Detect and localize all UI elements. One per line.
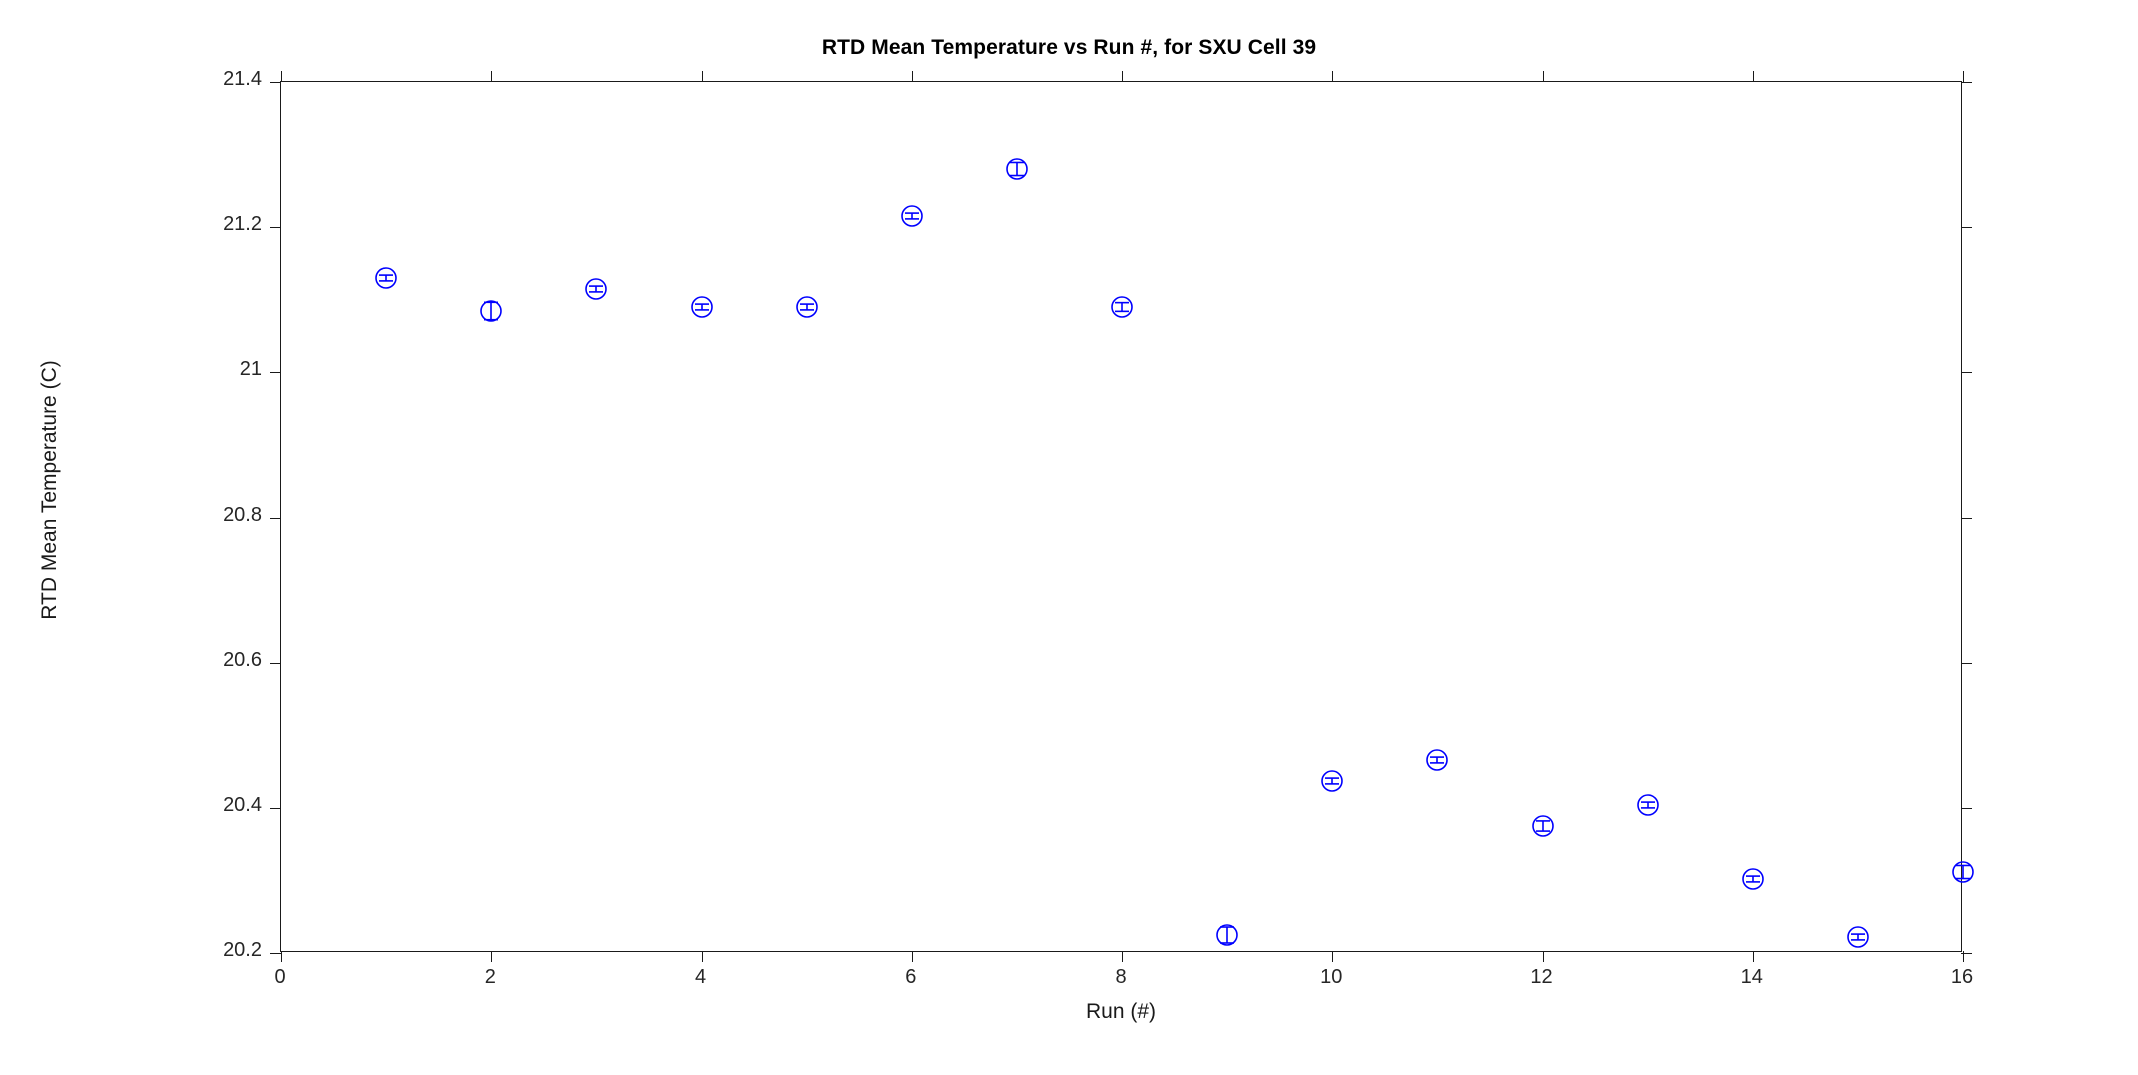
- data-point-marker: [1847, 926, 1869, 948]
- y-axis-tick-label: 20.6: [223, 648, 262, 671]
- x-axis-tick-label: 12: [1530, 966, 1553, 988]
- y-axis-tick-right: [1961, 82, 1972, 83]
- y-axis-tick: [270, 953, 281, 954]
- data-point-marker: [1321, 770, 1344, 792]
- data-point-marker: [1531, 815, 1554, 837]
- x-axis-tick: [701, 951, 703, 962]
- x-axis-tick: [1332, 951, 1334, 962]
- x-axis-tick: [1122, 951, 1123, 962]
- data-point-marker: [690, 296, 713, 318]
- y-axis-tick-label: 21: [239, 358, 262, 381]
- y-axis-tick-right: [1961, 517, 1972, 519]
- x-axis-tick-label: 2: [484, 966, 496, 988]
- data-point-marker: [1216, 924, 1238, 946]
- y-axis-tick-right: [1961, 807, 1972, 809]
- data-series-layer: [281, 82, 1974, 951]
- y-axis-tick-right: [1961, 372, 1972, 374]
- y-axis-tick: [270, 82, 281, 83]
- y-axis-tick-label: 20.4: [223, 793, 262, 816]
- x-axis-tick-top: [1542, 71, 1544, 82]
- x-axis-tick-label: 0: [274, 966, 286, 988]
- x-axis-tick-top: [491, 71, 493, 82]
- x-axis-tick: [1752, 951, 1754, 962]
- data-point-marker: [1006, 158, 1028, 180]
- x-axis-tick-top: [1332, 71, 1334, 82]
- y-axis-tick: [270, 227, 281, 229]
- x-axis-tick-label: 14: [1740, 966, 1763, 988]
- y-axis-tick: [270, 662, 281, 664]
- x-axis-tick-label: 16: [1950, 966, 1974, 988]
- x-axis-tick-top: [1963, 71, 1964, 82]
- data-point-marker: [480, 299, 503, 322]
- x-axis-tick: [1963, 951, 1964, 962]
- data-point-marker: [1111, 296, 1133, 318]
- plot-area: [270, 71, 1974, 962]
- y-axis-tick-right: [1961, 227, 1972, 229]
- data-point-marker: [375, 267, 397, 289]
- data-point-marker: [1952, 860, 1974, 883]
- x-axis-tick-label: 10: [1320, 966, 1343, 988]
- x-axis-label: Run (#): [1085, 1000, 1157, 1023]
- x-axis-tick: [1542, 951, 1544, 962]
- data-point-marker: [1741, 868, 1764, 890]
- y-axis-tick-label: 20.8: [223, 503, 262, 526]
- x-axis-tick-label: 8: [1115, 966, 1127, 988]
- data-point-marker: [1636, 794, 1659, 816]
- x-axis-tick: [491, 951, 493, 962]
- data-point-marker: [1426, 749, 1449, 771]
- data-point-marker: [585, 278, 608, 300]
- y-axis-tick: [270, 372, 281, 374]
- x-axis-tick: [281, 951, 282, 962]
- x-axis-tick-top: [1122, 71, 1123, 82]
- x-axis-tick-label: 6: [905, 966, 917, 988]
- x-axis-tick-top: [701, 71, 703, 82]
- chart-title: RTD Mean Temperature vs Run #, for SXU C…: [821, 36, 1317, 59]
- x-axis-tick-top: [911, 71, 913, 82]
- y-axis-tick: [270, 807, 281, 809]
- y-axis-tick: [270, 517, 281, 519]
- y-axis-tick-label: 21.2: [223, 213, 262, 236]
- x-axis-tick-label: 4: [694, 966, 707, 988]
- x-axis-tick-top: [1752, 71, 1754, 82]
- y-axis-tick-right: [1961, 662, 1972, 664]
- y-axis-tick-label: 20.2: [223, 939, 262, 961]
- data-point-marker: [900, 205, 923, 228]
- x-axis-tick-top: [281, 71, 282, 82]
- data-point-marker: [795, 296, 818, 318]
- y-axis-tick-right: [1961, 953, 1972, 954]
- x-axis-tick: [911, 951, 913, 962]
- y-axis-tick-label: 21.4: [223, 68, 262, 90]
- y-axis-label: RTD Mean Temperature (C): [38, 360, 61, 620]
